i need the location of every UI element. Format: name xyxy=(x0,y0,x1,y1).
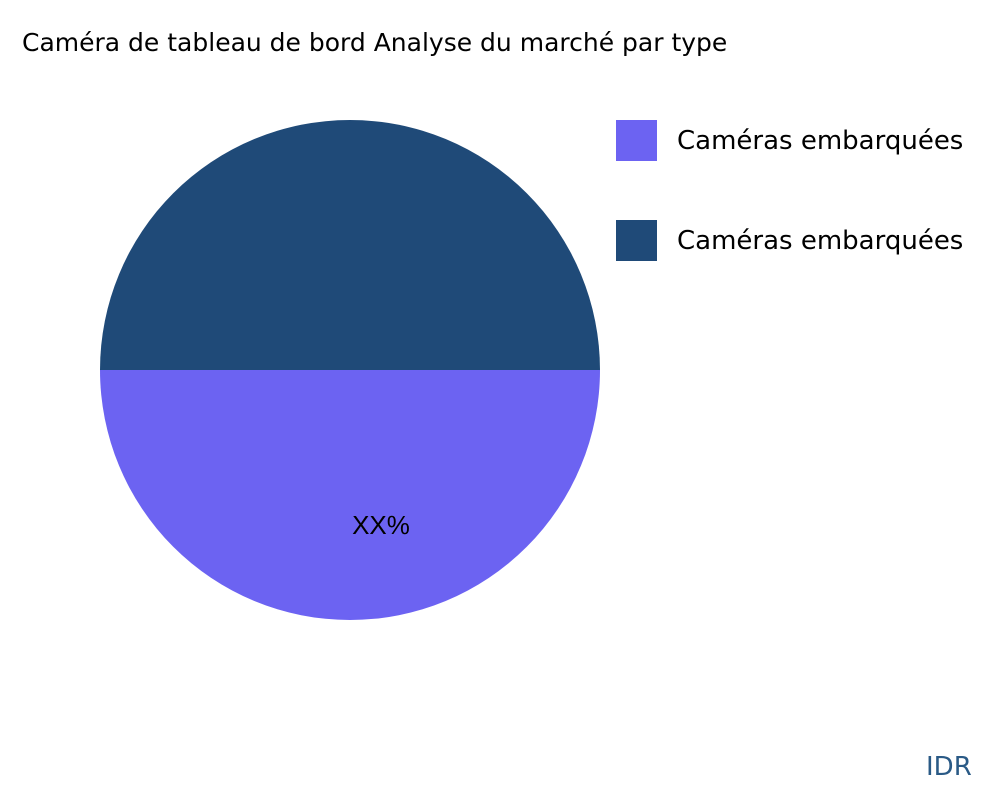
legend-item-0[interactable]: Caméras embarquées xyxy=(616,120,963,161)
slice-data-label-1: XX% xyxy=(352,510,410,540)
chart-title: Caméra de tableau de bord Analyse du mar… xyxy=(22,28,728,57)
pie-slice-1[interactable] xyxy=(100,120,600,370)
legend-swatch-0 xyxy=(616,120,657,161)
legend-label-0: Caméras embarquées xyxy=(677,125,964,156)
legend-item-1[interactable]: Caméras embarquées xyxy=(616,220,963,261)
brand-logo: IDR xyxy=(926,752,972,782)
legend-label-1: Caméras embarquées xyxy=(677,225,964,256)
pie-slice-0[interactable] xyxy=(100,370,600,620)
legend-swatch-1 xyxy=(616,220,657,261)
